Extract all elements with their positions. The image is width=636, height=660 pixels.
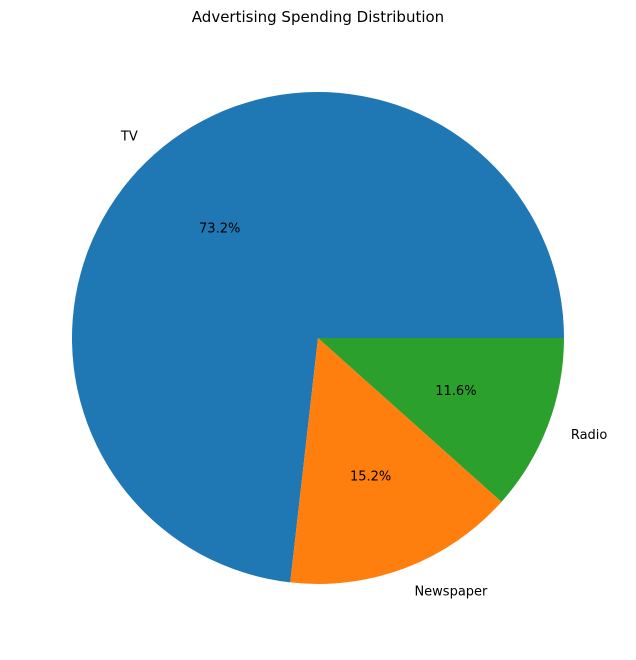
slice-label-newspaper: Newspaper [414, 584, 488, 599]
slice-label-radio: Radio [571, 428, 608, 443]
pct-label-tv: 73.2% [199, 221, 240, 236]
pie-labels: 73.2% TV 15.2% Newspaper 11.6% Radio [120, 130, 607, 600]
chart-title: Advertising Spending Distribution [192, 8, 444, 26]
pct-label-newspaper: 15.2% [350, 469, 391, 484]
pie-slice-newspaper [290, 338, 502, 585]
slice-label-tv: TV [120, 130, 138, 145]
pct-label-radio: 11.6% [435, 384, 476, 399]
pie-slice-tv [71, 92, 564, 583]
pie-slices [71, 92, 564, 585]
pie-slice-radio [318, 338, 564, 502]
